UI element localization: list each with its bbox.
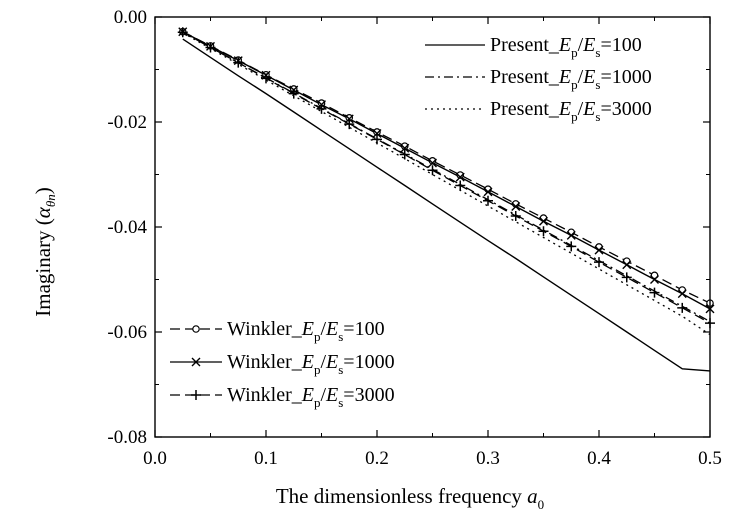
series-4-point [428, 157, 437, 165]
x-tick-label: 0.2 [365, 448, 389, 469]
x-tick-label: 0.5 [698, 448, 722, 469]
series-6-point [177, 27, 188, 38]
series-6-point [261, 73, 271, 84]
series-6-point [344, 119, 355, 130]
series-6-point [316, 103, 327, 114]
series-6-point [427, 165, 438, 176]
series-line-2 [182, 31, 711, 323]
tick-labels: 0.0 0.1 0.2 0.3 0.4 0.5 0.00 -0.02 -0.04 -0.06 -0.… [107, 7, 721, 469]
legend-upper: Present_Ep/Es=100 Present_Ep/Es=1000 Prese… [425, 34, 652, 124]
series-6-point [677, 302, 688, 313]
series-4-point [400, 142, 409, 150]
series-6-point [372, 134, 382, 145]
series-line-3 [182, 32, 711, 336]
y-tick-label: -0.06 [107, 322, 147, 343]
series-5-point [483, 187, 493, 197]
series-6-point [594, 257, 604, 268]
series-6-point [399, 149, 410, 160]
series-5-point [428, 158, 437, 168]
legend-marker-6 [191, 390, 201, 400]
series-4-point [456, 171, 465, 179]
series-5-point [566, 230, 576, 240]
x-axis-title: The dimensionless frequency a0 [276, 484, 544, 512]
series-5-point [511, 202, 521, 212]
series-6-point [233, 57, 244, 68]
series-5-point [344, 114, 354, 124]
series-6-point [621, 272, 632, 283]
legend-label-6: Winkler_Ep/Es=3000 [227, 384, 395, 410]
series-5-point [539, 216, 548, 226]
y-tick-label: -0.02 [107, 112, 147, 133]
series-6-point [538, 226, 549, 237]
legend-label-4: Winkler_Ep/Es=100 [227, 318, 385, 344]
series-6-point [455, 180, 466, 191]
legend-label-5: Winkler_Ep/Es=1000 [227, 351, 395, 377]
y-tick-label: -0.04 [107, 217, 147, 238]
x-tick-label: 0.4 [587, 448, 611, 469]
x-tick-label: 0.1 [254, 448, 278, 469]
legend-marker-5 [191, 357, 201, 367]
legend-label-2: Present_Ep/Es=1000 [490, 66, 652, 92]
series-5-point [594, 245, 604, 255]
legend-label-1: Present_Ep/Es=100 [490, 34, 642, 60]
series-6-point [288, 88, 299, 99]
series-6-point [483, 195, 493, 206]
plot-markers [177, 27, 715, 329]
y-tick-label: -0.08 [107, 427, 147, 448]
series-5-point [677, 289, 687, 299]
series-5-point [455, 172, 465, 182]
y-axis-title: Imaginary (αθn) [31, 187, 58, 316]
series-5-point [622, 260, 632, 270]
series-5-point [400, 143, 410, 153]
series-line-1 [182, 38, 711, 372]
series-5-point [372, 129, 382, 139]
axis-ticks [154, 16, 711, 438]
series-line-6 [182, 31, 711, 324]
legend-lower: Winkler_Ep/Es=100 Winkler_Ep/Es=1000 Winkl… [170, 318, 395, 410]
series-4-point [650, 271, 659, 280]
series-6-point [566, 241, 577, 252]
series-6-point [510, 210, 521, 221]
x-tick-label: 0.0 [143, 448, 167, 469]
series-6-point [649, 287, 660, 298]
legend-label-3: Present_Ep/Es=3000 [490, 98, 652, 124]
y-tick-label: 0.00 [114, 7, 147, 28]
legend-marker-4 [192, 325, 200, 333]
series-5-point [650, 275, 659, 284]
series-6-point [205, 42, 216, 53]
x-tick-label: 0.3 [476, 448, 500, 469]
